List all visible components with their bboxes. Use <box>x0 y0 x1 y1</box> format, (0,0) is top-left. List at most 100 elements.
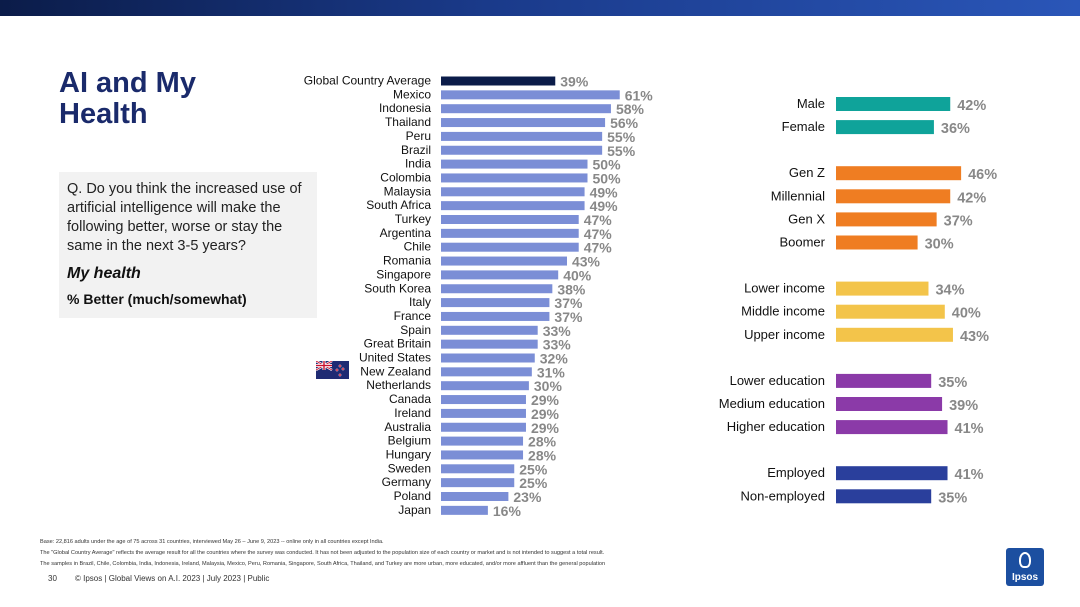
country-bar-mexico <box>441 90 620 100</box>
country-label-hungary: Hungary <box>386 447 431 461</box>
country-bar-india <box>441 159 588 169</box>
demo-value-medium-education: 39% <box>949 398 978 414</box>
country-value-netherlands: 30% <box>534 378 563 394</box>
country-bar-thailand <box>441 118 606 128</box>
demo-bar-employed <box>836 466 948 481</box>
demo-value-lower-education: 35% <box>938 375 967 391</box>
copyright-text: © Ipsos | Global Views on A.I. 2023 | Ju… <box>75 574 270 583</box>
country-label-australia: Australia <box>384 420 431 434</box>
demo-value-gen-z: 46% <box>968 167 997 183</box>
demo-bar-upper-income <box>836 327 953 342</box>
demo-label-gen-z: Gen Z <box>789 165 825 180</box>
country-label-united-states: United States <box>359 351 431 365</box>
page-number: 30 <box>48 574 57 583</box>
country-bar-belgium <box>441 436 524 446</box>
demo-bar-gen-x <box>836 212 937 227</box>
country-value-south-africa: 49% <box>590 198 619 214</box>
country-label-romania: Romania <box>383 254 431 268</box>
country-label-thailand: Thailand <box>385 115 431 129</box>
ipsos-logo: Ipsos <box>1006 548 1044 586</box>
question-text: Q. Do you think the increased use of art… <box>67 181 302 254</box>
demo-label-medium-education: Medium education <box>719 396 825 411</box>
question-box: Q. Do you think the increased use of art… <box>59 172 317 318</box>
country-bar-poland <box>441 492 509 501</box>
page-title: AI and My Health <box>59 68 279 130</box>
footnote-gca: The "Global Country Average" reflects th… <box>40 550 605 556</box>
country-bar-colombia <box>441 173 588 183</box>
country-bar-peru <box>441 131 603 141</box>
country-bar-netherlands <box>441 381 529 391</box>
new-zealand-flag-icon <box>316 361 349 379</box>
country-label-mexico: Mexico <box>393 87 431 101</box>
demo-bar-middle-income <box>836 304 945 319</box>
country-label-italy: Italy <box>409 295 431 309</box>
ipsos-logo-text: Ipsos <box>1011 572 1039 583</box>
country-bar-united-states <box>441 353 535 363</box>
country-bar-spain <box>441 325 538 335</box>
country-label-colombia: Colombia <box>380 170 431 184</box>
country-label-turkey: Turkey <box>395 212 431 226</box>
country-value-great-britain: 33% <box>543 337 572 353</box>
country-bar-sweden <box>441 464 515 474</box>
country-label-ireland: Ireland <box>394 406 431 420</box>
country-value-peru: 55% <box>607 129 636 145</box>
country-label-sweden: Sweden <box>388 461 431 475</box>
country-value-new-zealand: 31% <box>537 364 566 380</box>
country-bar-australia <box>441 422 526 432</box>
country-value-india: 50% <box>593 157 622 173</box>
country-value-turkey: 47% <box>584 212 613 228</box>
demo-bar-millennial <box>836 189 951 204</box>
top-banner <box>0 0 1080 16</box>
demo-value-millennial: 42% <box>957 190 986 206</box>
demo-bar-gen-z <box>836 166 962 181</box>
country-label-south-korea: South Korea <box>364 281 431 295</box>
demo-value-employed: 41% <box>955 467 984 483</box>
demo-value-male: 42% <box>957 98 986 114</box>
country-bar-new-zealand <box>441 367 532 377</box>
country-label-global-country-average: Global Country Average <box>304 74 432 88</box>
demo-bar-medium-education <box>836 397 943 411</box>
country-value-japan: 16% <box>493 503 522 519</box>
country-label-peru: Peru <box>406 129 431 143</box>
country-bar-canada <box>441 395 526 405</box>
country-bar-turkey <box>441 215 579 224</box>
country-bar-indonesia <box>441 104 611 114</box>
country-bar-south-korea <box>441 284 553 294</box>
country-label-belgium: Belgium <box>388 434 431 448</box>
country-bar-italy <box>441 298 550 308</box>
country-bar-chart: Global Country Average 39% Mexico 61% Indone… <box>304 74 654 519</box>
demo-label-higher-education: Higher education <box>727 419 825 434</box>
country-bar-romania <box>441 256 567 266</box>
country-value-italy: 37% <box>554 295 583 311</box>
country-value-indonesia: 58% <box>616 101 645 117</box>
country-value-global-country-average: 39% <box>560 74 589 90</box>
country-label-great-britain: Great Britain <box>364 337 431 351</box>
demo-value-higher-education: 41% <box>955 421 984 437</box>
footnotes: Base: 22,816 adults under the age of 75 … <box>40 537 900 570</box>
country-value-south-korea: 38% <box>557 281 586 297</box>
country-bar-great-britain <box>441 339 538 349</box>
country-value-romania: 43% <box>572 254 601 270</box>
country-bar-brazil <box>441 145 603 155</box>
question-subject: My health <box>67 265 141 282</box>
demo-label-lower-income: Lower income <box>744 281 825 296</box>
country-bar-france <box>441 311 550 321</box>
country-value-germany: 25% <box>519 475 548 491</box>
demo-value-non-employed: 35% <box>938 490 967 506</box>
demo-label-millennial: Millennial <box>771 188 825 203</box>
demo-label-boomer: Boomer <box>779 235 825 250</box>
country-label-france: France <box>394 309 432 323</box>
country-label-poland: Poland <box>394 489 431 503</box>
demo-bar-boomer <box>836 235 918 250</box>
country-bar-malaysia <box>441 187 585 197</box>
demo-label-female: Female <box>782 119 825 134</box>
country-label-japan: Japan <box>398 503 431 517</box>
country-value-belgium: 28% <box>528 434 557 450</box>
demo-label-lower-education: Lower education <box>730 373 825 388</box>
country-value-argentina: 47% <box>584 226 613 242</box>
country-label-india: India <box>405 157 431 171</box>
country-value-canada: 29% <box>531 392 560 408</box>
demo-value-boomer: 30% <box>925 237 954 253</box>
ipsos-logo-mark-icon <box>1019 552 1031 568</box>
country-value-malaysia: 49% <box>590 184 619 200</box>
